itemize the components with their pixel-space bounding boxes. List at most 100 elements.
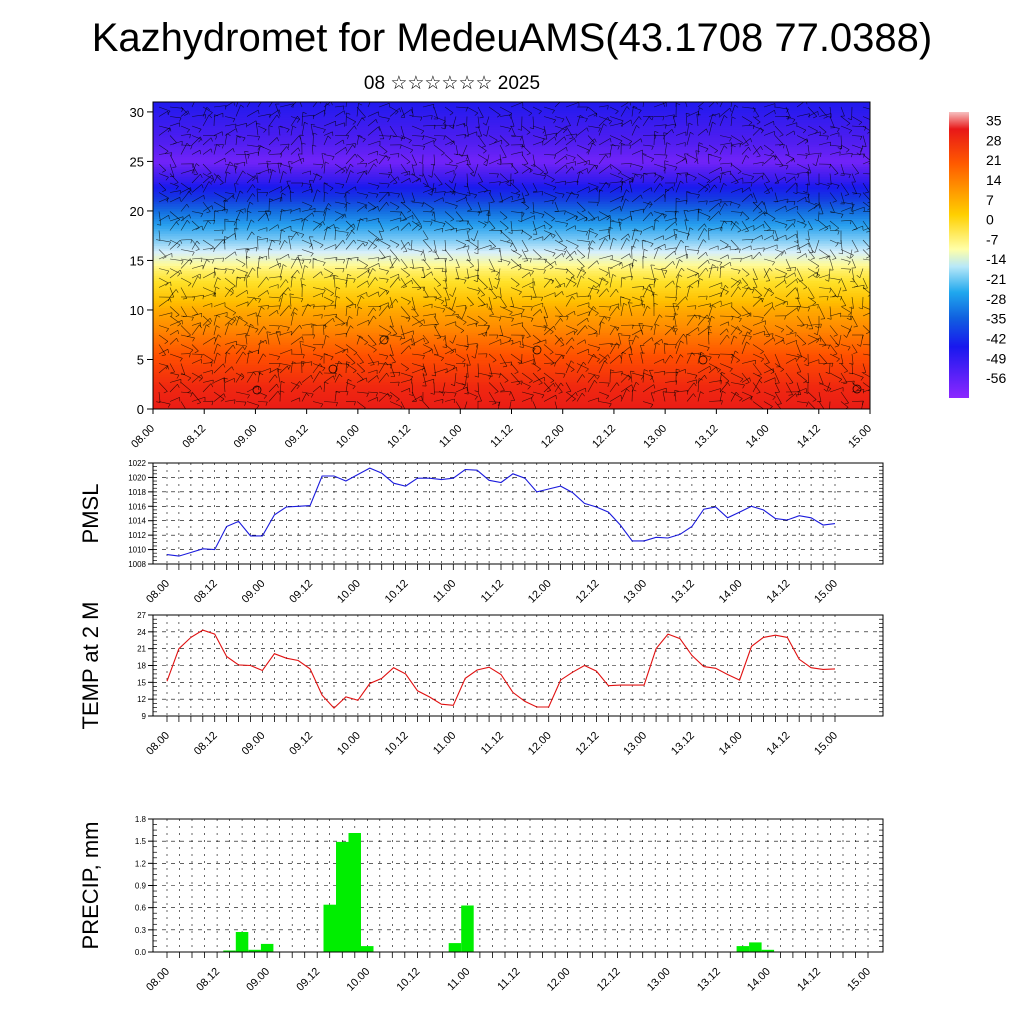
wind-barb <box>191 239 200 250</box>
wind-barb <box>664 371 678 374</box>
wind-barb-flag <box>605 154 609 159</box>
wind-barb <box>565 125 574 138</box>
wind-barb <box>301 391 314 395</box>
wind-barb-flag <box>792 119 796 123</box>
wind-barb <box>840 182 850 195</box>
wind-barb <box>158 192 170 199</box>
wind-barb <box>686 372 698 376</box>
wind-barb-flag <box>760 358 764 363</box>
wind-barb-flag <box>408 222 412 227</box>
wind-barb-flag <box>377 206 379 211</box>
wind-barb <box>609 219 611 231</box>
x-tick-label: 09.12 <box>283 423 311 451</box>
wind-barb-flag <box>181 260 184 265</box>
wind-barb <box>158 144 169 152</box>
wind-barb-flag <box>216 325 220 328</box>
wind-barb <box>697 144 709 150</box>
wind-barb-flag <box>450 351 455 354</box>
wind-barb-flag <box>494 412 497 414</box>
wind-barb-flag <box>685 173 690 175</box>
wind-barb-flag <box>773 155 776 160</box>
wind-barb <box>367 369 378 374</box>
wind-barb-flag <box>762 162 764 167</box>
wind-barb <box>521 344 536 349</box>
wind-barb-flag <box>573 283 577 287</box>
wind-barb <box>532 211 545 215</box>
wind-barb <box>708 154 722 159</box>
wind-barb <box>367 291 379 298</box>
wind-barb-flag <box>734 182 739 185</box>
wind-barb <box>543 325 555 336</box>
wind-barb <box>422 239 433 251</box>
wind-barb-flag <box>175 289 179 293</box>
wind-barb-flag <box>798 306 801 311</box>
wind-barb <box>334 166 346 174</box>
wind-barb-flag <box>352 370 357 374</box>
wind-barb-flag <box>708 326 711 331</box>
precip-bar <box>348 833 361 952</box>
wind-barb <box>684 153 688 165</box>
wind-barb <box>697 142 700 155</box>
wind-barb-flag <box>775 391 780 393</box>
wind-barb <box>312 314 323 317</box>
wind-barb-flag <box>714 184 718 189</box>
wind-barb-flag <box>608 183 611 188</box>
wind-barb <box>631 389 633 402</box>
wind-barb <box>752 277 758 288</box>
wind-barb-flag <box>189 214 191 219</box>
wind-barb-flag <box>569 137 574 139</box>
wind-barb <box>631 138 641 146</box>
temperature-band <box>153 342 870 346</box>
wind-barb <box>367 257 379 260</box>
wind-barb-flag <box>300 298 304 303</box>
wind-barb-flag <box>214 114 219 117</box>
wind-barb <box>532 325 547 328</box>
wind-barb <box>785 332 797 336</box>
wind-barb <box>650 264 655 279</box>
wind-barb <box>246 371 254 383</box>
wind-barb-flag <box>673 182 676 187</box>
wind-barb-flag <box>706 314 710 319</box>
wind-barb-flag <box>509 243 513 248</box>
wind-barb <box>356 205 366 212</box>
wind-barb <box>257 227 268 231</box>
wind-barb-flag <box>424 342 429 345</box>
wind-barb <box>675 253 688 260</box>
wind-barb-flag <box>874 261 876 265</box>
wind-barb <box>796 171 809 174</box>
wind-barb-flag <box>343 193 347 198</box>
wind-barb <box>224 322 230 336</box>
wind-barb-flag <box>565 164 568 169</box>
wind-barb <box>697 228 705 241</box>
wind-barb <box>499 391 511 393</box>
wind-barb <box>862 372 870 378</box>
wind-barb <box>840 173 851 175</box>
wind-barb <box>598 238 606 250</box>
wind-barb <box>257 401 268 403</box>
wind-barb-flag <box>770 151 775 155</box>
wind-barb <box>565 292 578 298</box>
wind-barb <box>818 106 828 118</box>
wind-barb <box>378 363 393 365</box>
wind-barb <box>290 397 300 402</box>
wind-barb-flag <box>537 368 541 372</box>
wind-barb <box>400 239 408 252</box>
wind-barb <box>763 288 770 298</box>
wind-barb <box>774 391 782 404</box>
wind-barb <box>554 334 565 346</box>
wind-barb-flag <box>345 166 347 171</box>
wind-barb <box>829 287 837 296</box>
wind-barb <box>708 305 713 317</box>
wind-barb <box>587 277 600 285</box>
y-axis-title: PMSL <box>78 484 103 544</box>
wind-barb <box>257 163 269 165</box>
wind-barb-flag <box>200 173 203 178</box>
wind-barb <box>862 201 870 208</box>
wind-barb-flag <box>571 337 575 342</box>
wind-barb-flag <box>441 152 445 156</box>
wind-barb-flag <box>232 344 236 349</box>
wind-barb <box>565 161 576 165</box>
wind-barb-flag <box>240 104 244 108</box>
wind-barb-flag <box>526 132 531 135</box>
wind-barb-flag <box>330 293 334 297</box>
